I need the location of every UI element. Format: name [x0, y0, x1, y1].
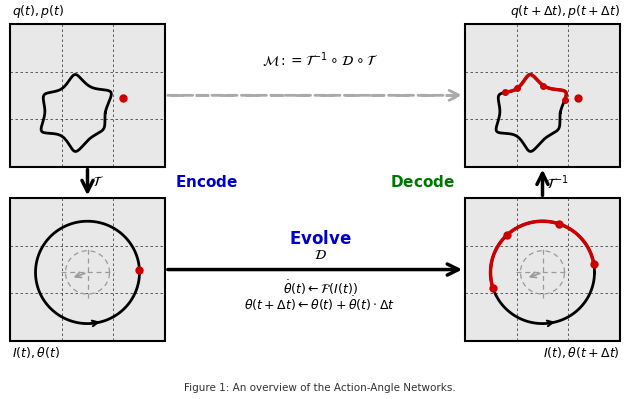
- Text: $I(t), \theta(t)$: $I(t), \theta(t)$: [12, 345, 60, 360]
- Bar: [465, 198, 620, 341]
- Text: $\mathcal{T}$: $\mathcal{T}$: [92, 176, 104, 190]
- Bar: [465, 24, 620, 167]
- Text: $q(t), p(t)$: $q(t), p(t)$: [12, 3, 65, 20]
- Text: $\mathcal{D}$: $\mathcal{D}$: [314, 248, 326, 262]
- Text: $\mathcal{M}:=\mathcal{T}^{-1}\circ\mathcal{D}\circ\mathcal{T}$: $\mathcal{M}:=\mathcal{T}^{-1}\circ\math…: [262, 51, 378, 70]
- Text: $I(t), \theta(t+\Delta t)$: $I(t), \theta(t+\Delta t)$: [543, 345, 620, 360]
- Text: $\dot{\theta}(t)\leftarrow\mathcal{F}(I(t))$: $\dot{\theta}(t)\leftarrow\mathcal{F}(I(…: [283, 278, 357, 296]
- Text: $\theta(t+\Delta t)\leftarrow\theta(t)+\dot{\theta}(t)\cdot\Delta t$: $\theta(t+\Delta t)\leftarrow\theta(t)+\…: [244, 295, 396, 313]
- Text: $\mathcal{T}^{-1}$: $\mathcal{T}^{-1}$: [547, 173, 569, 192]
- Text: $\bf{Decode}$: $\bf{Decode}$: [390, 174, 455, 190]
- Bar: [10, 24, 165, 167]
- Text: Figure 1: An overview of the Action-Angle Networks.: Figure 1: An overview of the Action-Angl…: [184, 383, 456, 393]
- Text: $q(t+\Delta t), p(t+\Delta t)$: $q(t+\Delta t), p(t+\Delta t)$: [510, 3, 620, 20]
- Text: $\bf{Encode}$: $\bf{Encode}$: [175, 174, 238, 190]
- Bar: [10, 198, 165, 341]
- Text: $\bf{Evolve}$: $\bf{Evolve}$: [289, 230, 351, 248]
